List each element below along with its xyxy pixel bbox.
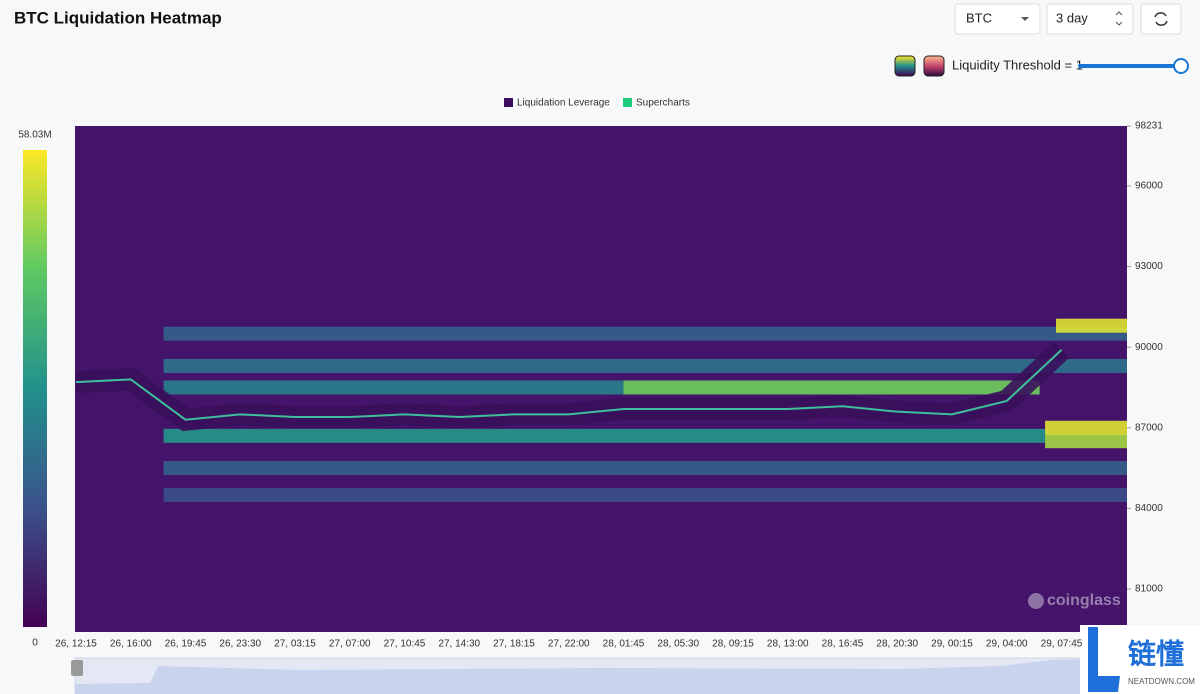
liquidity-band xyxy=(163,326,1127,341)
legend-label: Liquidation Leverage xyxy=(517,98,610,109)
refresh-icon xyxy=(1154,12,1168,26)
y-tick-label: 84000 xyxy=(1135,503,1163,514)
x-tick-label: 28, 05:30 xyxy=(657,639,699,650)
x-tick-label: 26, 16:00 xyxy=(110,639,152,650)
x-tick-label: 27, 03:15 xyxy=(274,639,316,650)
x-tick-label: 28, 13:00 xyxy=(767,639,809,650)
liquidity-band xyxy=(1056,318,1127,333)
symbol-value: BTC xyxy=(966,10,992,25)
watermark: coinglass xyxy=(1047,592,1121,609)
x-tick-label: 28, 09:15 xyxy=(712,639,754,650)
x-tick-label: 29, 04:00 xyxy=(986,639,1028,650)
x-tick-label: 26, 19:45 xyxy=(165,639,207,650)
dropdown-arrow xyxy=(1021,17,1029,21)
x-tick-label: 29, 00:15 xyxy=(931,639,973,650)
colorbar-label: 58.03M xyxy=(18,130,51,141)
liquidity-band xyxy=(163,380,624,395)
y-tick-label: 98231 xyxy=(1135,121,1163,132)
x-tick-label: 28, 16:45 xyxy=(822,639,864,650)
threshold-label: Liquidity Threshold = 1 xyxy=(952,57,1083,72)
y-tick-label: 93000 xyxy=(1135,261,1163,272)
legend-swatch xyxy=(504,98,513,107)
y-tick-label: 96000 xyxy=(1135,181,1163,192)
navigator-handle[interactable] xyxy=(71,660,83,676)
symbol-select[interactable] xyxy=(954,3,1041,35)
heatmap-background xyxy=(75,126,1127,632)
x-tick-label: 27, 10:45 xyxy=(384,639,426,650)
refresh-button[interactable] xyxy=(1140,3,1182,35)
x-tick-label: 29, 07:45 xyxy=(1041,639,1083,650)
x-tick-label: 27, 22:00 xyxy=(548,639,590,650)
liquidity-band xyxy=(163,487,1127,502)
range-select[interactable] xyxy=(1046,3,1134,35)
liquidity-band xyxy=(163,428,1046,443)
logo-site: NEATDOWN.COM xyxy=(1128,677,1195,686)
y-tick-label: 87000 xyxy=(1135,422,1163,433)
range-value: 3 day xyxy=(1056,10,1088,25)
x-tick-label: 28, 01:45 xyxy=(603,639,645,650)
spinner-arrows xyxy=(1115,11,1123,26)
scheme-magma[interactable] xyxy=(923,55,945,77)
scheme-viridis[interactable] xyxy=(894,55,916,77)
x-tick-label: 27, 18:15 xyxy=(493,639,535,650)
colorbar xyxy=(23,150,47,627)
y-tick-label: 81000 xyxy=(1135,584,1163,595)
liquidity-band xyxy=(1045,420,1127,435)
title: BTC Liquidation Heatmap xyxy=(14,8,222,27)
x-tick-label: 26, 23:30 xyxy=(219,639,261,650)
legend-swatch xyxy=(623,98,632,107)
liquidity-band xyxy=(163,461,1127,476)
legend-label: Supercharts xyxy=(636,98,690,109)
slider-thumb[interactable] xyxy=(1173,58,1189,74)
y-tick-label: 90000 xyxy=(1135,342,1163,353)
x-tick-label: 27, 14:30 xyxy=(438,639,480,650)
x-tick-label: 26, 12:15 xyxy=(55,639,97,650)
logo-name: 链懂 xyxy=(1128,638,1184,669)
liquidity-band xyxy=(1045,434,1127,449)
watermark-icon xyxy=(1028,593,1044,609)
colorbar-label: 0 xyxy=(32,638,38,649)
liquidity-band xyxy=(163,358,1127,373)
price-line xyxy=(75,349,1063,421)
x-tick-label: 28, 20:30 xyxy=(876,639,918,650)
navigator-area xyxy=(75,658,1127,694)
logo-mark xyxy=(1088,627,1120,692)
liquidity-band xyxy=(623,380,1040,395)
x-tick-label: 27, 07:00 xyxy=(329,639,371,650)
